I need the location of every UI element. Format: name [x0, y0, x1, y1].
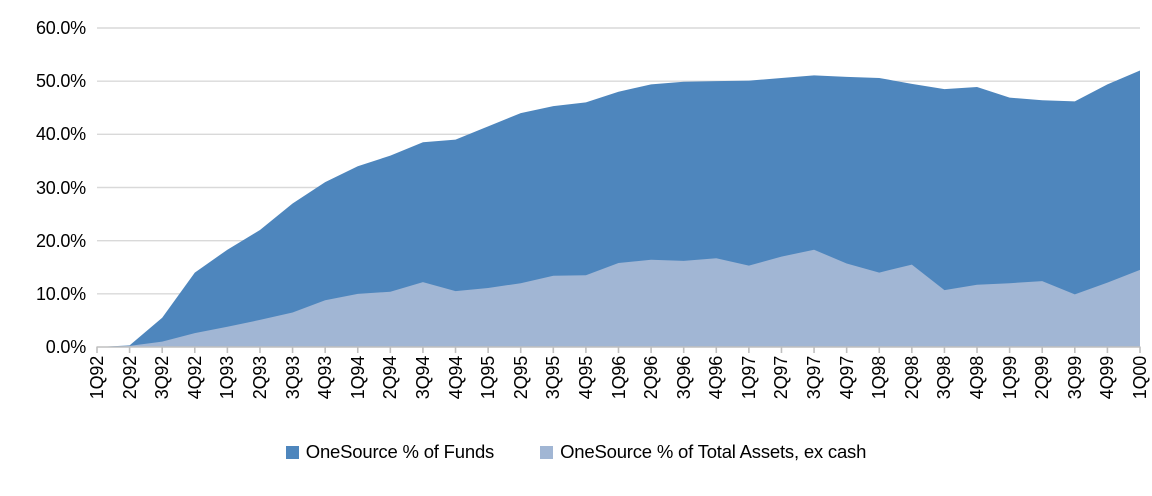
- y-tick-label: 40.0%: [35, 124, 86, 145]
- y-tick-label: 30.0%: [35, 177, 86, 198]
- x-tick-label: 3Q99: [1064, 356, 1085, 400]
- x-tick-label: 4Q95: [575, 356, 596, 400]
- x-tick-label: 3Q95: [543, 356, 564, 400]
- x-tick-label: 1Q99: [999, 356, 1020, 400]
- y-tick-label: 10.0%: [35, 283, 86, 304]
- x-tick-label: 4Q97: [836, 356, 857, 400]
- x-tick-label: 4Q96: [706, 356, 727, 400]
- x-tick-label: 2Q94: [380, 356, 401, 400]
- x-tick-label: 3Q92: [152, 356, 173, 400]
- legend-item-funds: OneSource % of Funds: [285, 441, 495, 463]
- x-tick-label: 3Q93: [282, 356, 303, 400]
- x-tick-label: 2Q96: [641, 356, 662, 400]
- legend-item-assets: OneSource % of Total Assets, ex cash: [540, 441, 866, 463]
- x-tick-label: 3Q96: [673, 356, 694, 400]
- x-tick-label: 1Q95: [478, 356, 499, 400]
- legend-label-funds: OneSource % of Funds: [305, 441, 495, 462]
- y-tick-label: 0.0%: [45, 337, 86, 357]
- x-tick-label: 1Q94: [347, 356, 368, 400]
- x-tick-label: 2Q95: [510, 356, 531, 400]
- x-tick-label: 4Q93: [315, 356, 336, 400]
- x-tick-label: 1Q96: [608, 356, 629, 400]
- x-tick-label: 4Q92: [184, 356, 205, 400]
- y-tick-label: 20.0%: [35, 230, 86, 251]
- funds-swatch-icon: [285, 445, 299, 459]
- x-tick-label: 2Q98: [901, 356, 922, 400]
- legend-label-assets: OneSource % of Total Assets, ex cash: [560, 441, 867, 462]
- x-tick-label: 4Q99: [1097, 356, 1118, 400]
- y-tick-label: 50.0%: [35, 71, 86, 92]
- x-tick-label: 1Q92: [87, 356, 107, 400]
- x-tick-label: 2Q93: [249, 356, 270, 400]
- legend: OneSource % of Funds OneSource % of Tota…: [0, 441, 1152, 463]
- x-tick-label: 4Q98: [967, 356, 988, 400]
- x-tick-label: 1Q97: [738, 356, 759, 400]
- y-tick-label: 60.0%: [35, 18, 86, 38]
- assets-area-series: [97, 249, 1140, 347]
- x-tick-label: 1Q98: [869, 356, 890, 400]
- x-tick-label: 3Q97: [804, 356, 825, 400]
- x-tick-label: 1Q00: [1130, 356, 1150, 400]
- x-tick-label: 4Q94: [445, 356, 466, 400]
- assets-swatch-icon: [540, 445, 554, 459]
- x-tick-label: 2Q92: [119, 356, 140, 400]
- x-tick-label: 2Q99: [1032, 356, 1053, 400]
- x-tick-label: 2Q97: [771, 356, 792, 400]
- x-tick-label: 3Q98: [934, 356, 955, 400]
- x-tick-label: 1Q93: [217, 356, 238, 400]
- x-tick-label: 3Q94: [412, 356, 433, 400]
